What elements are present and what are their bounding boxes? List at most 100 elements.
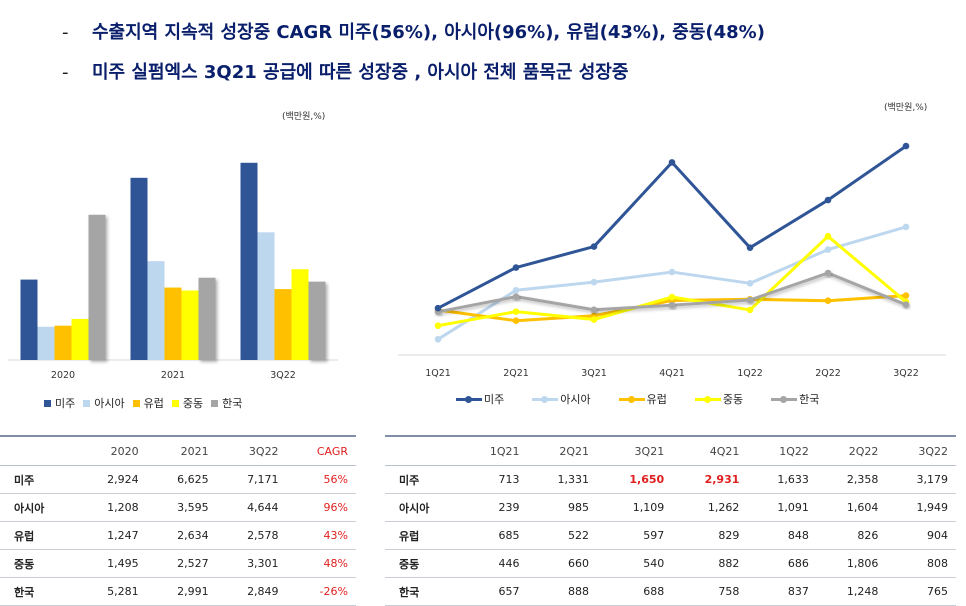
point-아시아-3q21 xyxy=(590,278,598,286)
bar-legend-swatch xyxy=(44,399,51,407)
line-legend-swatch xyxy=(771,395,798,403)
bar-미주-2020 xyxy=(20,279,38,360)
line-x-tick-4q21: 4Q21 xyxy=(659,368,685,379)
table-row: 중동 446 660 540 882 686 1,806 808 xyxy=(385,549,956,578)
table-cell: 96% xyxy=(286,493,356,522)
bar-한국-3q22 xyxy=(308,281,326,360)
point-중동-3q21 xyxy=(590,316,598,323)
table-cell: 686 xyxy=(747,549,817,578)
point-아시아-3q22 xyxy=(902,223,910,231)
line-chart-legend: 미주 아시아 유럽 중동 한국 xyxy=(456,391,847,407)
line-x-tick-2q22: 2Q22 xyxy=(815,368,841,379)
right-data-table: 1Q21 2Q21 3Q21 4Q21 1Q22 2Q22 3Q22 미주 713 1,331 1,… xyxy=(385,435,956,606)
line-x-tick-3q22: 3Q22 xyxy=(893,368,919,379)
line-series-미주 xyxy=(437,144,907,310)
bar-아시아-3q22 xyxy=(257,232,275,360)
line-chart: 1Q21 2Q21 3Q21 4Q21 1Q22 2Q22 3Q22 xyxy=(398,142,946,379)
row-label: 미주 xyxy=(0,465,77,494)
bar-미주-2021 xyxy=(130,177,148,360)
table-cell: 882 xyxy=(672,549,748,578)
row-label: 유럽 xyxy=(0,521,77,550)
table-header-cell: 1Q21 xyxy=(461,435,528,466)
bar-legend-swatch xyxy=(171,399,179,407)
table-cell: 1,650 xyxy=(597,465,673,494)
table-row: 한국 5,281 2,991 2,849 -26% xyxy=(0,577,356,606)
table-cell: 4,644 xyxy=(216,493,287,522)
line-x-tick-2q21: 2Q21 xyxy=(503,368,529,379)
table-row: 미주 2,924 6,625 7,171 56% xyxy=(0,465,356,494)
point-한국-4q21 xyxy=(668,301,676,309)
table-cell: 2,527 xyxy=(146,549,217,578)
point-한국-2q22 xyxy=(824,269,832,277)
table-cell: 1,331 xyxy=(527,465,598,494)
point-중동-2q21 xyxy=(512,308,520,315)
bar-미주-3q22 xyxy=(240,162,258,360)
table-header-cell: 4Q21 xyxy=(672,435,748,466)
bar-legend-swatch xyxy=(83,399,91,407)
point-아시아-2q22 xyxy=(824,246,832,253)
table-cell: 1,806 xyxy=(816,549,887,578)
table-header-cell xyxy=(385,435,462,466)
table-cell: 688 xyxy=(597,577,673,606)
table-cell: 904 xyxy=(886,521,956,550)
table-cell: 2,849 xyxy=(216,577,287,606)
line-legend-label: 한국 xyxy=(799,393,820,406)
point-아시아-4q21 xyxy=(668,268,676,276)
table-cell: 540 xyxy=(597,549,673,578)
point-미주-1q22 xyxy=(746,244,754,251)
bar-유럽-3q22 xyxy=(274,289,292,360)
table-cell: 808 xyxy=(886,549,956,578)
table-header-cell: 1Q22 xyxy=(747,435,817,466)
point-아시아-2q21 xyxy=(512,286,520,294)
table-cell: 985 xyxy=(527,493,598,522)
table-cell: 522 xyxy=(527,521,598,550)
bar-legend-swatch xyxy=(211,399,219,407)
line-legend-item-유럽: 유럽 xyxy=(618,391,667,407)
line-chart-unit: (백만원,%) xyxy=(884,103,928,113)
line-legend-label: 중동 xyxy=(722,393,744,406)
table-cell: 685 xyxy=(461,521,528,550)
table-cell: 3,179 xyxy=(886,465,956,494)
table-cell: 43% xyxy=(286,521,356,550)
table-header-cell: 2021 xyxy=(146,435,217,466)
row-label: 아시아 xyxy=(385,493,462,522)
row-label: 미주 xyxy=(385,465,462,494)
table-cell: 1,208 xyxy=(76,493,147,522)
line-legend-label: 유럽 xyxy=(646,393,667,406)
table-cell: 848 xyxy=(747,521,817,550)
table-cell: 2,358 xyxy=(816,465,887,494)
table-header-cell: 2020 xyxy=(76,435,147,466)
line-series-중동 xyxy=(437,234,907,328)
bar-legend-label: 한국 xyxy=(222,397,243,410)
point-미주-4q21 xyxy=(668,159,676,166)
table-cell: 5,281 xyxy=(76,577,147,606)
line-x-tick-1q21: 1Q21 xyxy=(425,368,451,379)
table-cell: 1,262 xyxy=(672,493,748,522)
table-cell: 597 xyxy=(597,521,673,550)
point-한국-3q21 xyxy=(590,306,598,314)
table-cell: 657 xyxy=(461,577,528,606)
table-cell: 826 xyxy=(816,521,887,550)
point-중동-2q22 xyxy=(824,233,832,240)
point-한국-2q21 xyxy=(512,293,520,300)
line-legend-swatch xyxy=(532,395,559,403)
row-label: 아시아 xyxy=(0,493,77,522)
bar-x-tick-2020: 2020 xyxy=(51,370,75,381)
line-legend-swatch xyxy=(694,395,721,403)
table-cell: 7,171 xyxy=(216,465,287,494)
line-legend-item-미주: 미주 xyxy=(456,391,504,407)
bar-x-tick-3q22: 3Q22 xyxy=(270,370,296,381)
bar-legend-item-유럽: 유럽 xyxy=(132,395,164,411)
table-row: 유럽 685 522 597 829 848 826 904 xyxy=(385,521,956,550)
table-cell: 3,595 xyxy=(146,493,217,522)
point-중동-1q22 xyxy=(746,306,754,314)
table-cell: 446 xyxy=(461,549,528,578)
bar-chart: 2020 2021 3Q22 xyxy=(8,162,338,381)
point-미주-2q21 xyxy=(512,264,520,271)
line-x-tick-1q22: 1Q22 xyxy=(737,368,763,379)
table-cell: 1,248 xyxy=(816,577,887,606)
row-label: 한국 xyxy=(385,577,462,606)
row-label: 중동 xyxy=(385,549,462,578)
table-cell: 1,495 xyxy=(76,549,147,578)
table-header-cell: 2Q21 xyxy=(527,435,598,466)
